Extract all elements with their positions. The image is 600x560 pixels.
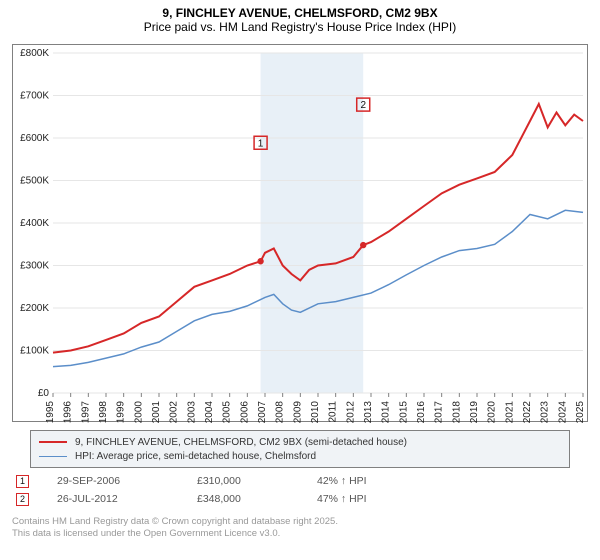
sales-price-2: £348,000	[197, 493, 317, 505]
svg-text:2001: 2001	[151, 401, 162, 423]
sales-hpi-1: 42% ↑ HPI	[317, 475, 467, 487]
sales-hpi-2: 47% ↑ HPI	[317, 493, 467, 505]
legend-item-property: 9, FINCHLEY AVENUE, CHELMSFORD, CM2 9BX …	[39, 435, 561, 449]
legend-swatch-red	[39, 441, 67, 443]
legend-label-hpi: HPI: Average price, semi-detached house,…	[75, 451, 316, 462]
svg-text:2021: 2021	[504, 401, 515, 423]
svg-text:1999: 1999	[116, 401, 127, 423]
svg-text:2003: 2003	[186, 401, 197, 423]
legend-swatch-blue	[39, 456, 67, 457]
svg-text:2007: 2007	[257, 401, 268, 423]
sales-row-1: 1 29-SEP-2006 £310,000 42% ↑ HPI	[12, 472, 588, 490]
svg-text:1998: 1998	[98, 401, 109, 423]
svg-text:£700K: £700K	[20, 91, 49, 102]
svg-text:2022: 2022	[522, 401, 533, 423]
svg-text:2023: 2023	[540, 401, 551, 423]
svg-text:2012: 2012	[345, 401, 356, 423]
svg-text:2: 2	[360, 100, 366, 111]
sales-date-1: 29-SEP-2006	[57, 475, 197, 487]
svg-text:2019: 2019	[469, 401, 480, 423]
svg-text:2014: 2014	[381, 401, 392, 423]
svg-text:2020: 2020	[487, 401, 498, 423]
svg-text:2011: 2011	[328, 401, 339, 423]
svg-text:2015: 2015	[398, 401, 409, 423]
svg-text:2025: 2025	[575, 401, 586, 423]
chart-plot-area: £0 £100K £200K £300K £400K £500K £600K £700K £80…	[12, 44, 588, 422]
svg-text:2016: 2016	[416, 401, 427, 423]
svg-text:2018: 2018	[451, 401, 462, 423]
svg-text:2006: 2006	[239, 401, 250, 423]
svg-text:£400K: £400K	[20, 218, 49, 229]
attribution-block: Contains HM Land Registry data © Crown c…	[12, 516, 588, 540]
legend-item-hpi: HPI: Average price, semi-detached house,…	[39, 449, 561, 463]
svg-text:1: 1	[258, 138, 264, 149]
svg-text:2009: 2009	[292, 401, 303, 423]
svg-text:1995: 1995	[45, 401, 56, 423]
svg-text:1997: 1997	[80, 401, 91, 423]
svg-text:£800K: £800K	[20, 48, 49, 59]
legend-box: 9, FINCHLEY AVENUE, CHELMSFORD, CM2 9BX …	[30, 430, 570, 468]
title-block: 9, FINCHLEY AVENUE, CHELMSFORD, CM2 9BX …	[0, 0, 600, 36]
svg-text:£0: £0	[38, 388, 50, 399]
chart-container: 9, FINCHLEY AVENUE, CHELMSFORD, CM2 9BX …	[0, 0, 600, 560]
svg-text:2000: 2000	[133, 401, 144, 423]
svg-text:2017: 2017	[434, 401, 445, 423]
sales-table: 1 29-SEP-2006 £310,000 42% ↑ HPI 2 26-JU…	[12, 472, 588, 508]
title-subtitle: Price paid vs. HM Land Registry's House …	[0, 20, 600, 34]
chart-svg: £0 £100K £200K £300K £400K £500K £600K £700K £80…	[13, 45, 589, 423]
attribution-line2: This data is licensed under the Open Gov…	[12, 528, 588, 540]
svg-text:£500K: £500K	[20, 176, 49, 187]
svg-text:2010: 2010	[310, 401, 321, 423]
sales-date-2: 26-JUL-2012	[57, 493, 197, 505]
sales-row-2: 2 26-JUL-2012 £348,000 47% ↑ HPI	[12, 490, 588, 508]
svg-text:£600K: £600K	[20, 133, 49, 144]
svg-text:1996: 1996	[63, 401, 74, 423]
svg-text:2004: 2004	[204, 401, 215, 423]
svg-text:£100K: £100K	[20, 346, 49, 357]
sales-price-1: £310,000	[197, 475, 317, 487]
sales-marker-2: 2	[16, 493, 29, 506]
svg-text:2013: 2013	[363, 401, 374, 423]
svg-text:2008: 2008	[275, 401, 286, 423]
svg-text:£200K: £200K	[20, 303, 49, 314]
legend-label-property: 9, FINCHLEY AVENUE, CHELMSFORD, CM2 9BX …	[75, 437, 407, 448]
svg-text:2002: 2002	[169, 401, 180, 423]
svg-text:£300K: £300K	[20, 261, 49, 272]
attribution-line1: Contains HM Land Registry data © Crown c…	[12, 516, 588, 528]
svg-text:2024: 2024	[557, 401, 568, 423]
sales-marker-1: 1	[16, 475, 29, 488]
title-address: 9, FINCHLEY AVENUE, CHELMSFORD, CM2 9BX	[0, 6, 600, 20]
svg-text:2005: 2005	[222, 401, 233, 423]
